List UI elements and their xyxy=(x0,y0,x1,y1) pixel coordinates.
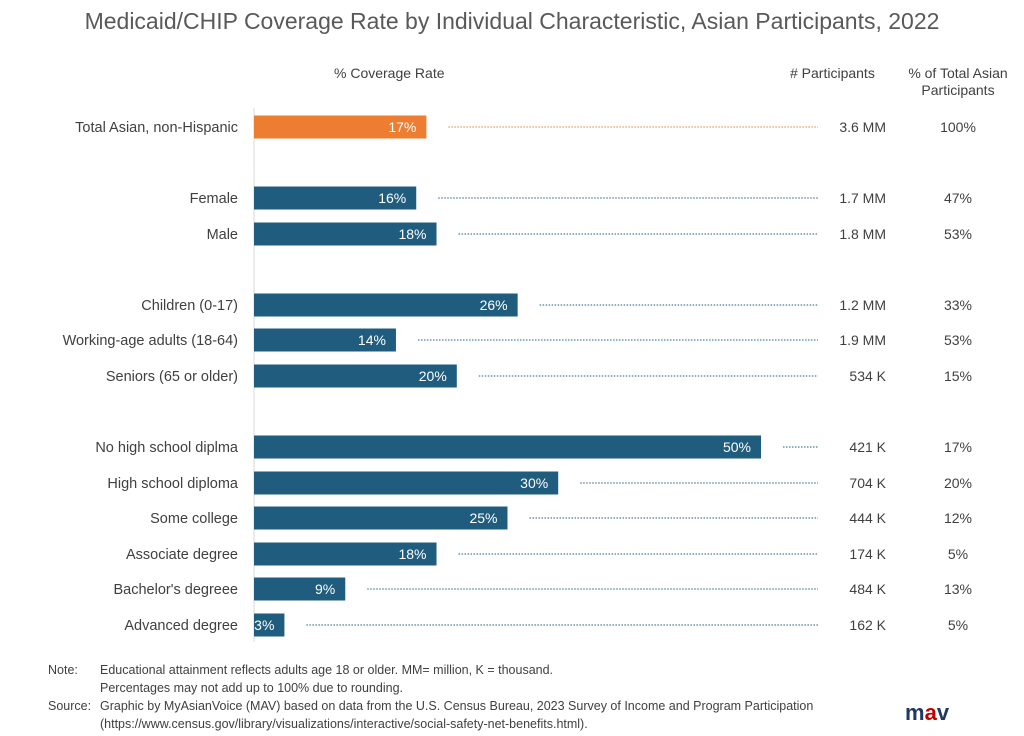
bar xyxy=(254,364,457,388)
data-label: 17% xyxy=(388,119,416,135)
share-value: 53% xyxy=(944,226,972,242)
notes-block: Note: Educational attainment reflects ad… xyxy=(48,661,813,733)
category-label: High school diploma xyxy=(107,476,239,492)
bar xyxy=(254,222,437,246)
header-participants: # Participants xyxy=(790,65,875,81)
source-label: Source: xyxy=(48,699,92,713)
data-label: 14% xyxy=(358,332,386,348)
header-share-line1: % of Total Asian xyxy=(908,65,1008,81)
category-label: Seniors (65 or older) xyxy=(106,369,238,385)
header-share-line2: Participants xyxy=(921,82,995,98)
data-label: 9% xyxy=(315,581,335,597)
participants-value: 534 K xyxy=(849,368,886,384)
bar xyxy=(254,328,396,352)
share-value: 17% xyxy=(944,439,972,455)
share-value: 15% xyxy=(944,368,972,384)
note-label: Note: xyxy=(48,663,78,677)
mav-logo: mav xyxy=(905,700,950,725)
source-line1: Graphic by MyAsianVoice (MAV) based on d… xyxy=(100,699,814,713)
bar xyxy=(254,293,518,317)
share-value: 20% xyxy=(944,475,972,491)
data-label: 26% xyxy=(480,297,508,313)
participants-value: 704 K xyxy=(849,475,886,491)
share-value: 5% xyxy=(948,546,968,562)
bar xyxy=(254,613,285,637)
bar xyxy=(254,471,559,495)
category-label: Working-age adults (18-64) xyxy=(63,333,238,349)
participants-value: 1.9 MM xyxy=(839,332,886,348)
bar xyxy=(254,186,417,210)
category-label: No high school diplma xyxy=(95,440,239,456)
bar-chart: Total Asian, non-Hispanic 17% 3.6 MM 100% Fe… xyxy=(63,108,976,642)
share-value: 33% xyxy=(944,297,972,313)
share-value: 5% xyxy=(948,617,968,633)
participants-value: 1.8 MM xyxy=(839,226,886,242)
share-value: 47% xyxy=(944,190,972,206)
participants-value: 174 K xyxy=(849,546,886,562)
bar xyxy=(254,115,427,139)
category-label: Advanced degree xyxy=(124,618,238,634)
note-line1: Educational attainment reflects adults a… xyxy=(100,663,554,677)
bar xyxy=(254,542,437,566)
participants-value: 484 K xyxy=(849,581,886,597)
participants-value: 3.6 MM xyxy=(839,119,886,135)
note-line2: Percentages may not add up to 100% due t… xyxy=(100,681,403,695)
header-coverage-rate: % Coverage Rate xyxy=(334,65,445,81)
bar xyxy=(254,506,508,530)
data-label: 18% xyxy=(398,546,426,562)
bar xyxy=(254,435,761,459)
chart-title: Medicaid/CHIP Coverage Rate by Individua… xyxy=(84,8,940,34)
category-label: Total Asian, non-Hispanic xyxy=(75,120,238,136)
data-label: 50% xyxy=(723,439,751,455)
participants-value: 1.2 MM xyxy=(839,297,886,313)
category-label: Female xyxy=(190,191,238,207)
share-value: 100% xyxy=(940,119,976,135)
data-label: 16% xyxy=(378,190,406,206)
category-label: Children (0-17) xyxy=(141,298,238,314)
share-value: 53% xyxy=(944,332,972,348)
share-value: 12% xyxy=(944,510,972,526)
participants-value: 421 K xyxy=(849,439,886,455)
data-label: 30% xyxy=(520,475,548,491)
share-value: 13% xyxy=(944,581,972,597)
participants-value: 1.7 MM xyxy=(839,190,886,206)
category-label: Some college xyxy=(150,511,238,527)
category-label: Bachelor's degreee xyxy=(114,582,239,598)
data-label: 3% xyxy=(254,617,274,633)
source-line2: (https://www.census.gov/library/visualiz… xyxy=(100,717,588,731)
participants-value: 162 K xyxy=(849,617,886,633)
participants-value: 444 K xyxy=(849,510,886,526)
bar xyxy=(254,577,346,601)
category-label: Associate degree xyxy=(126,547,238,563)
data-label: 18% xyxy=(398,226,426,242)
header-share: % of Total Asian Participants xyxy=(896,65,1020,99)
data-label: 25% xyxy=(469,510,497,526)
category-label: Male xyxy=(207,227,238,243)
data-label: 20% xyxy=(419,368,447,384)
